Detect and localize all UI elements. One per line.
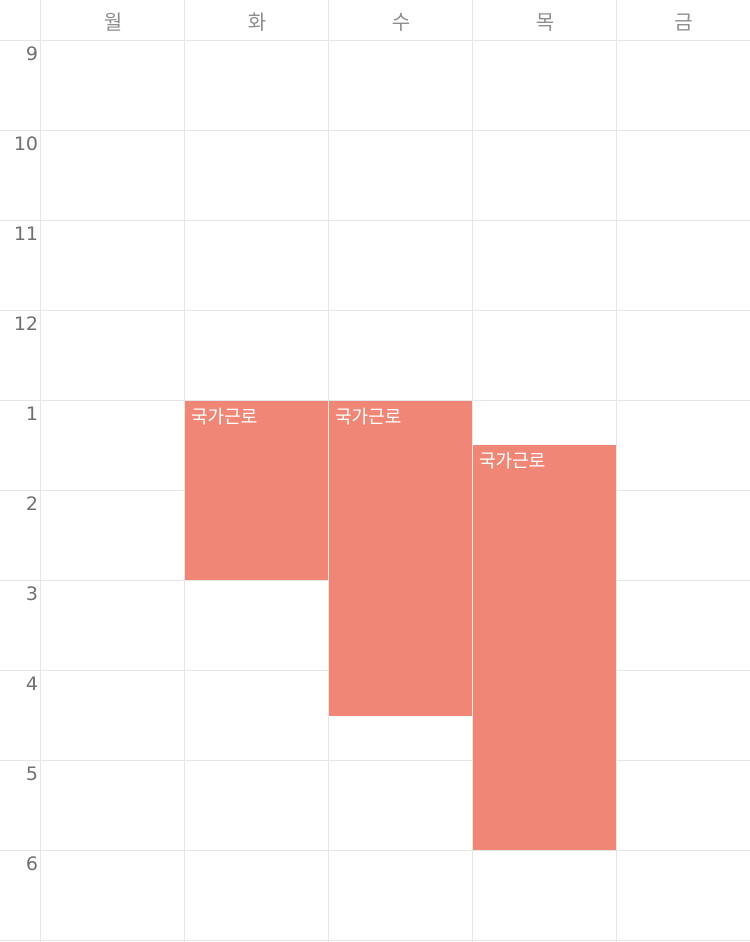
grid-line-horizontal [0,40,750,41]
day-header-tue: 화 [247,10,267,34]
hour-label-10: 10 [13,133,38,155]
grid-line-vertical [616,0,617,942]
day-header-mon: 월 [103,10,123,34]
grid-line-horizontal [0,940,750,941]
grid-line-vertical [472,0,473,942]
grid-line-vertical [184,0,185,942]
event-title: 국가근로 [191,407,258,428]
event-title: 국가근로 [479,451,546,472]
hour-label-12: 12 [13,313,38,335]
corner-cell [0,0,41,41]
event-block-tue[interactable]: 국가근로 [185,401,328,580]
hour-label-3: 3 [25,583,38,605]
grid-line-vertical [328,0,329,942]
grid-line-horizontal [0,130,750,131]
day-header-thu: 목 [535,10,555,34]
hour-label-6: 6 [25,853,38,875]
grid-line-horizontal [0,400,750,401]
day-header-wed: 수 [391,10,411,34]
hour-label-1: 1 [25,403,38,425]
day-header-fri: 금 [674,10,693,34]
hour-label-4: 4 [25,673,38,695]
grid-line-horizontal [0,220,750,221]
hour-label-5: 5 [25,763,38,785]
event-block-thu[interactable]: 국가근로 [473,445,616,850]
hour-label-11: 11 [13,223,38,245]
grid-line-horizontal [0,850,750,851]
event-title: 국가근로 [335,407,402,428]
hour-label-9: 9 [25,43,38,65]
hour-label-2: 2 [25,493,38,515]
grid-line-vertical [40,0,41,942]
event-block-wed[interactable]: 국가근로 [329,401,472,716]
grid-line-horizontal [0,760,750,761]
grid-line-horizontal [0,310,750,311]
